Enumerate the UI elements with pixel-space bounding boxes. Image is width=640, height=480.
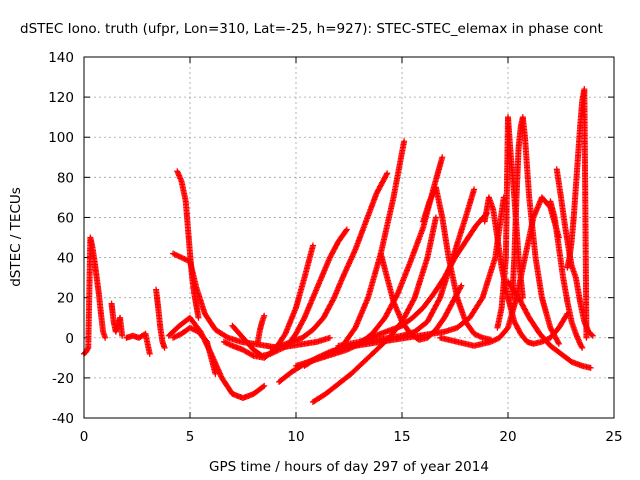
y-tick-label: -20 [52,371,74,387]
series-track [509,114,562,347]
x-tick-label: 15 [393,429,410,445]
data-point [102,334,109,341]
series-track [377,250,465,343]
data-point [432,214,439,221]
data-point [458,282,465,289]
data-point [84,346,91,353]
y-tick-label: 80 [57,170,74,186]
data-point [401,138,408,145]
data-point [261,312,268,319]
data-points [81,86,596,405]
data-point [343,226,350,233]
x-tick-label: 25 [605,429,622,445]
x-tick-label: 5 [186,429,195,445]
y-tick-label: 0 [65,331,74,347]
series-track [267,170,391,351]
data-point [260,383,267,390]
series-track [229,226,350,359]
series-track [220,242,316,361]
data-point [261,382,268,389]
x-tick-label: 20 [499,429,516,445]
y-tick-label: 100 [48,130,74,146]
data-point [555,340,562,347]
data-point [555,339,562,346]
data-point [471,186,478,193]
data-point [579,344,586,351]
data-point [436,296,443,303]
x-tick-label: 0 [80,429,89,445]
series-track [505,278,594,371]
data-point [212,370,219,377]
y-tick-label: 120 [48,90,74,106]
series-track [108,300,126,339]
data-point [146,350,153,357]
y-tick-label: 20 [57,291,74,307]
series-track [254,312,268,345]
data-point [411,296,418,303]
x-tick-label: 10 [287,429,304,445]
y-tick-label: 40 [57,251,74,267]
series-track [335,210,490,349]
series-track [81,234,109,357]
data-point [223,333,230,340]
series-track [564,86,590,341]
data-point [589,332,596,339]
data-point [161,344,168,351]
series-track [420,184,495,343]
plot-frame [83,56,615,419]
data-point [394,291,401,298]
data-point [309,242,316,249]
data-point [587,364,594,371]
chart-title: dSTEC Iono. truth (ufpr, Lon=310, Lat=-2… [20,21,603,37]
series-track [170,324,219,377]
data-point [383,171,390,178]
data-point [330,296,337,303]
axis-ticks: 0 5 10 15 20 25 -40 -20 0 20 40 60 80 100 120 140 [48,50,622,445]
data-point [300,316,307,323]
y-tick-label: 140 [48,50,74,66]
data-point [457,283,464,290]
data-point [384,170,391,177]
data-point [195,314,202,321]
data-point [588,331,595,338]
series-track [123,330,153,357]
y-tick-label: -40 [52,411,74,427]
y-tick-label: 60 [57,210,74,226]
data-point [478,296,485,303]
series-track [153,286,168,351]
data-point [326,334,333,341]
y-axis-label: dSTEC / TECUs [8,187,24,287]
data-point [578,343,585,350]
x-axis-label: GPS time / hours of day 297 of year 2014 [209,459,489,475]
data-point [249,352,256,359]
data-point [119,332,126,339]
data-point [439,154,446,161]
data-point [343,227,350,234]
series-track [547,198,586,351]
data-point [583,334,590,341]
